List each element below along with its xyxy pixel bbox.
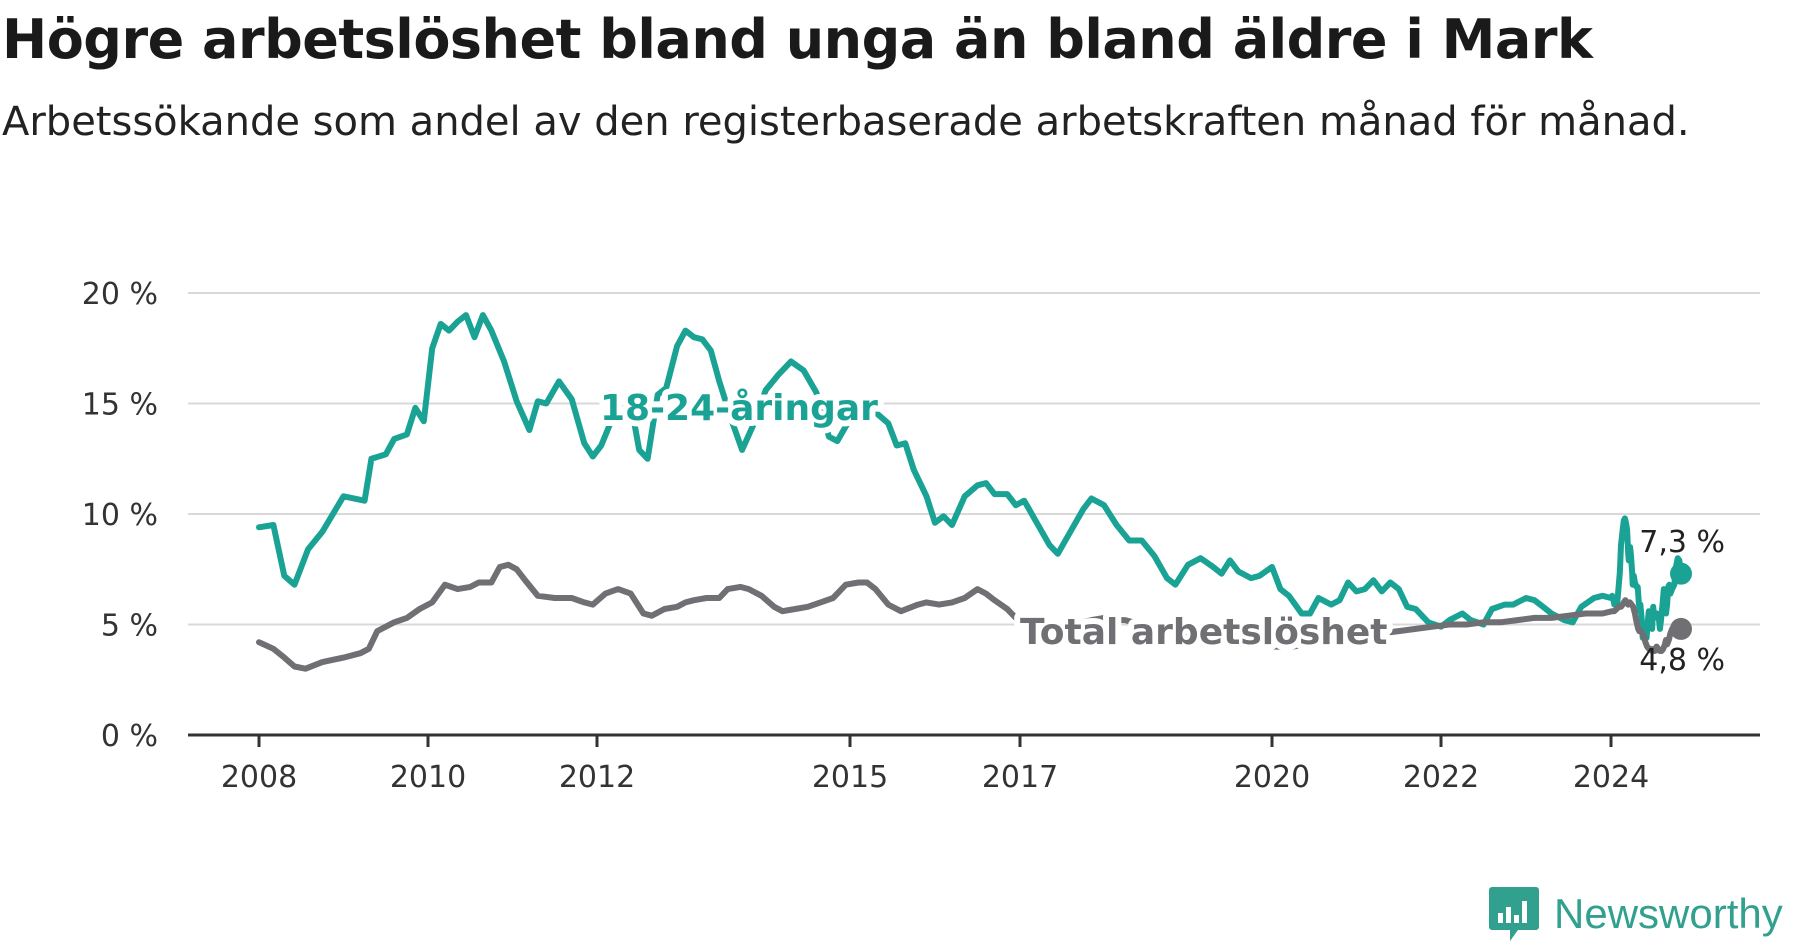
- y-tick-label: 5 %: [101, 609, 158, 644]
- series-lines: [256, 312, 1692, 672]
- brand-name: Newsworthy: [1554, 890, 1783, 937]
- series-end-marker: [1670, 617, 1692, 640]
- chart-subtitle: Arbetssökande som andel av den registerb…: [2, 99, 1690, 145]
- x-tick-label: 2024: [1573, 760, 1649, 795]
- x-tick-label: 2008: [221, 760, 297, 795]
- y-tick-label: 10 %: [82, 498, 158, 533]
- chart-title: Högre arbetslöshet bland unga än bland ä…: [2, 8, 1593, 71]
- y-tick-label: 0 %: [101, 719, 158, 754]
- series-line: [256, 312, 1684, 641]
- x-tick-label: 2017: [982, 760, 1058, 795]
- newsworthy-logo-icon: [1489, 887, 1539, 941]
- y-axis-ticks: 0 % 5 % 10 % 15 % 20 %: [82, 277, 158, 754]
- x-axis-ticks: 2008 2010 2012 2015 2017 2020 2022 2024: [221, 735, 1649, 795]
- grid-lines: [188, 292, 1760, 626]
- line-chart: 0 % 5 % 10 % 15 % 20 % 7,3 % 4,8 % 18-24-åring…: [82, 277, 1760, 795]
- brand-logo: Newsworthy: [1488, 882, 1783, 946]
- x-tick-label: 2012: [559, 760, 635, 795]
- series-line: [256, 561, 1684, 672]
- series-name-label: Total arbetslöshet: [1020, 612, 1388, 653]
- x-tick-label: 2015: [812, 760, 888, 795]
- series-end-marker: [1670, 562, 1692, 585]
- x-tick-label: 2020: [1234, 760, 1310, 795]
- x-tick-label: 2022: [1403, 760, 1479, 795]
- series-name-label: 18-24-åringar: [600, 388, 878, 429]
- series-labels: 7,3 %4,8 %18-24-åringar18-24-åringarTota…: [594, 382, 1725, 678]
- y-tick-label: 20 %: [82, 277, 158, 312]
- x-tick-label: 2010: [390, 760, 466, 795]
- series-end-label: 7,3 %: [1639, 525, 1725, 560]
- y-tick-label: 15 %: [82, 388, 158, 423]
- series-end-label: 4,8 %: [1639, 643, 1725, 678]
- series-name-halo: Total arbetslöshet: [1020, 612, 1388, 653]
- series-name-halo: 18-24-åringar: [600, 388, 878, 429]
